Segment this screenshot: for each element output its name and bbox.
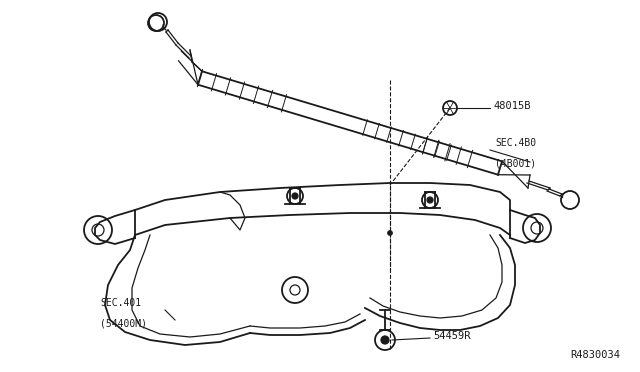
Text: R4830034: R4830034: [570, 350, 620, 360]
Text: (4B001): (4B001): [495, 158, 536, 168]
Circle shape: [381, 336, 389, 344]
Circle shape: [427, 197, 433, 203]
Text: (54400M): (54400M): [100, 318, 147, 328]
Text: SEC.401: SEC.401: [100, 298, 141, 308]
Circle shape: [387, 231, 392, 235]
Text: SEC.4B0: SEC.4B0: [495, 138, 536, 148]
Text: 48015B: 48015B: [493, 101, 531, 111]
Text: 54459R: 54459R: [433, 331, 470, 341]
Circle shape: [292, 193, 298, 199]
